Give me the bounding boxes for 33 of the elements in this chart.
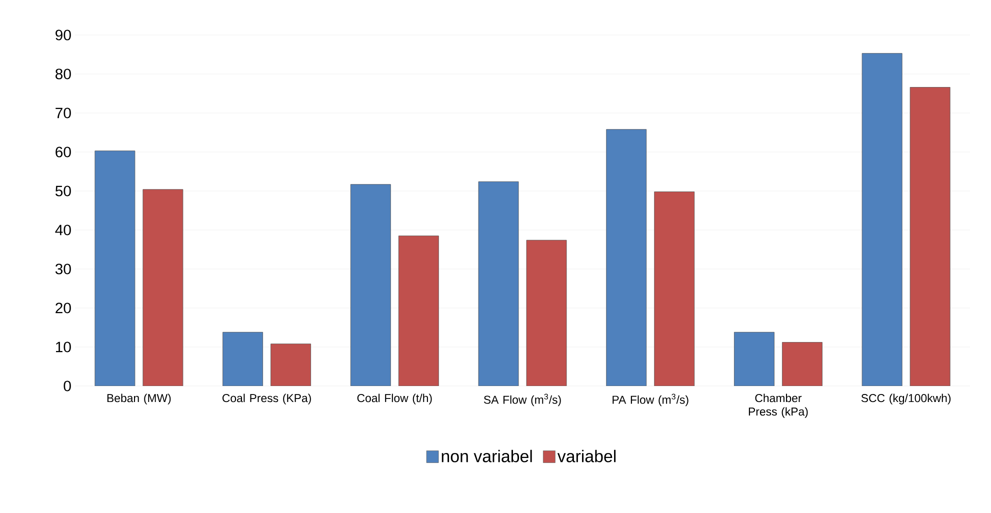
y-tick-label: 30 xyxy=(55,264,71,274)
y-tick-label: 90 xyxy=(56,30,71,40)
bar xyxy=(862,53,902,386)
y-tick-label: 40 xyxy=(55,224,71,236)
bar xyxy=(526,240,567,386)
bar xyxy=(478,181,519,386)
y-tick-label: 0 xyxy=(64,380,71,392)
legend-label: variabel xyxy=(557,450,616,462)
bar xyxy=(94,150,136,386)
legend-label: non variabel xyxy=(442,450,532,462)
y-tick-label: 60 xyxy=(56,146,71,158)
bar xyxy=(398,236,439,386)
y-tick-label: 80 xyxy=(56,68,71,80)
bar xyxy=(734,332,774,386)
bar xyxy=(782,342,822,386)
y-tick-label: 10 xyxy=(56,342,71,352)
y-tick-label: 50 xyxy=(55,186,71,196)
x-tick-label: Chamber Press (kPa) xyxy=(748,394,808,418)
bar xyxy=(654,192,695,386)
bar xyxy=(270,344,311,386)
x-tick-label: Beban (MW) xyxy=(107,394,171,404)
y-tick-label: 70 xyxy=(56,108,71,118)
bar xyxy=(606,129,647,386)
x-tick-label: PA Flow (m$^{3}$/s) xyxy=(612,394,688,406)
x-tick-label: Coal Flow (t/h) xyxy=(357,394,432,404)
bar xyxy=(910,87,950,386)
bar xyxy=(222,332,263,386)
x-tick-label: SA Flow (m$^{3}$/s) xyxy=(484,394,561,406)
y-tick-label: 20 xyxy=(56,302,71,314)
bar xyxy=(142,189,184,386)
x-tick-label: SCC (kg/100kwh) xyxy=(861,394,951,404)
bar xyxy=(350,184,391,386)
x-tick-label: Coal Press (KPa) xyxy=(222,394,311,404)
